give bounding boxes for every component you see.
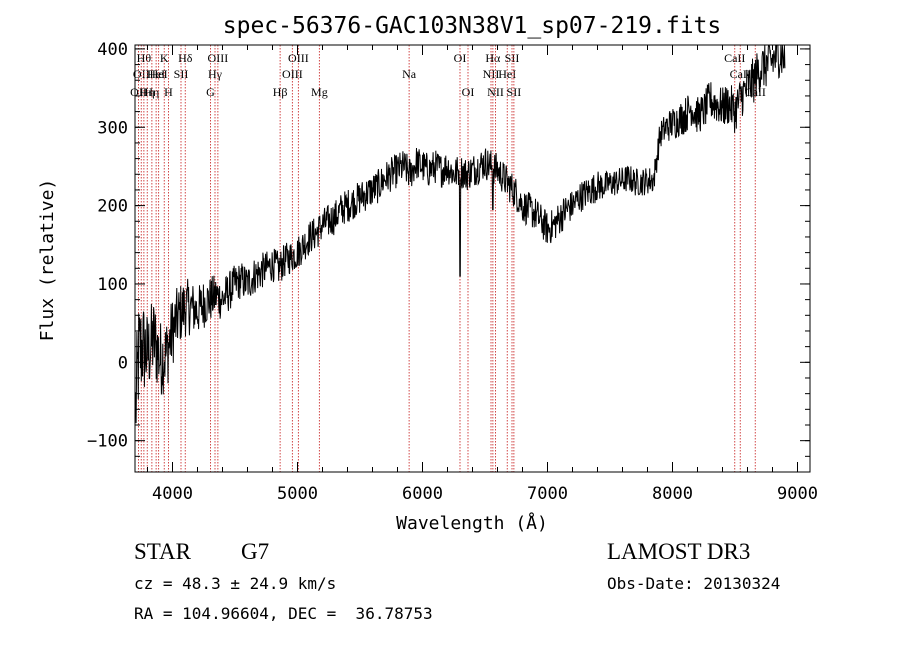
line-marker-label: SII <box>174 67 189 81</box>
line-marker-label: CaII <box>745 85 766 99</box>
line-marker-label: K <box>160 51 169 65</box>
line-marker-label: OIII <box>208 51 229 65</box>
line-marker-label: Hβ <box>273 85 288 99</box>
line-marker-label: OII <box>130 85 147 99</box>
line-marker-label: OI <box>454 51 467 65</box>
y-tick-label: 100 <box>97 275 128 295</box>
x-tick-label: 5000 <box>277 484 318 504</box>
line-marker-label: OI <box>462 85 475 99</box>
spectrum-line <box>135 44 786 424</box>
y-axis-label: Flux (relative) <box>37 179 58 342</box>
x-tick-label: 7000 <box>527 484 568 504</box>
line-marker-label: CaII <box>730 67 751 81</box>
line-marker-label: Hη <box>144 85 159 99</box>
line-marker-label: Hα <box>485 51 501 65</box>
object-class: STAR <box>134 539 191 564</box>
x-axis-label: Wavelength (Å) <box>396 512 548 534</box>
line-marker-label: Na <box>402 67 417 81</box>
object-subclass: G7 <box>241 539 270 564</box>
x-tick-label: 4000 <box>152 484 193 504</box>
line-marker-label: Hθ <box>137 51 152 65</box>
line-marker-label: OII <box>133 67 150 81</box>
line-marker-label: HeI <box>150 67 168 81</box>
line-marker-label: G <box>206 85 215 99</box>
observation-date: Obs-Date: 20130324 <box>607 574 781 593</box>
line-marker-label: OIII <box>288 51 309 65</box>
x-tick-label: 6000 <box>402 484 443 504</box>
y-tick-label: 200 <box>97 197 128 217</box>
y-tick-label: −100 <box>87 432 128 452</box>
redshift-cz: cz = 48.3 ± 24.9 km/s <box>134 574 337 593</box>
line-marker-label: CaII <box>724 51 745 65</box>
line-marker-label: HeI <box>147 67 165 81</box>
line-marker-label: OIII <box>282 67 303 81</box>
survey-name: LAMOST DR3 <box>607 539 751 564</box>
chart-title: spec-56376-GAC103N38V1_sp07-219.fits <box>223 13 722 39</box>
y-tick-label: 0 <box>118 353 128 373</box>
line-marker-label: Hγ <box>208 67 223 81</box>
line-marker-label: Mg <box>311 85 328 99</box>
y-tick-label: 400 <box>97 40 128 60</box>
axis-ticks: 4000 5000 6000 7000 8000 9000 −100 0 100 200 300 40… <box>87 40 818 504</box>
line-marker-label: SII <box>505 51 520 65</box>
y-tick-label: 300 <box>97 118 128 138</box>
line-marker-label: NII <box>487 85 504 99</box>
line-marker-label: Hη <box>140 85 155 99</box>
line-marker-label: SII <box>507 85 522 99</box>
coordinates: RA = 104.96604, DEC = 36.78753 <box>134 604 433 623</box>
line-marker-label: H <box>164 85 173 99</box>
plot-frame <box>134 44 811 473</box>
x-tick-label: 9000 <box>777 484 818 504</box>
line-marker-label: Hδ <box>178 51 193 65</box>
line-marker-label: NII <box>483 67 500 81</box>
line-markers: OIIOIIHθHηHηHeIHeIKHSIIHδGHγOIIIHβOIIIOI… <box>130 45 766 472</box>
x-tick-label: 8000 <box>652 484 693 504</box>
